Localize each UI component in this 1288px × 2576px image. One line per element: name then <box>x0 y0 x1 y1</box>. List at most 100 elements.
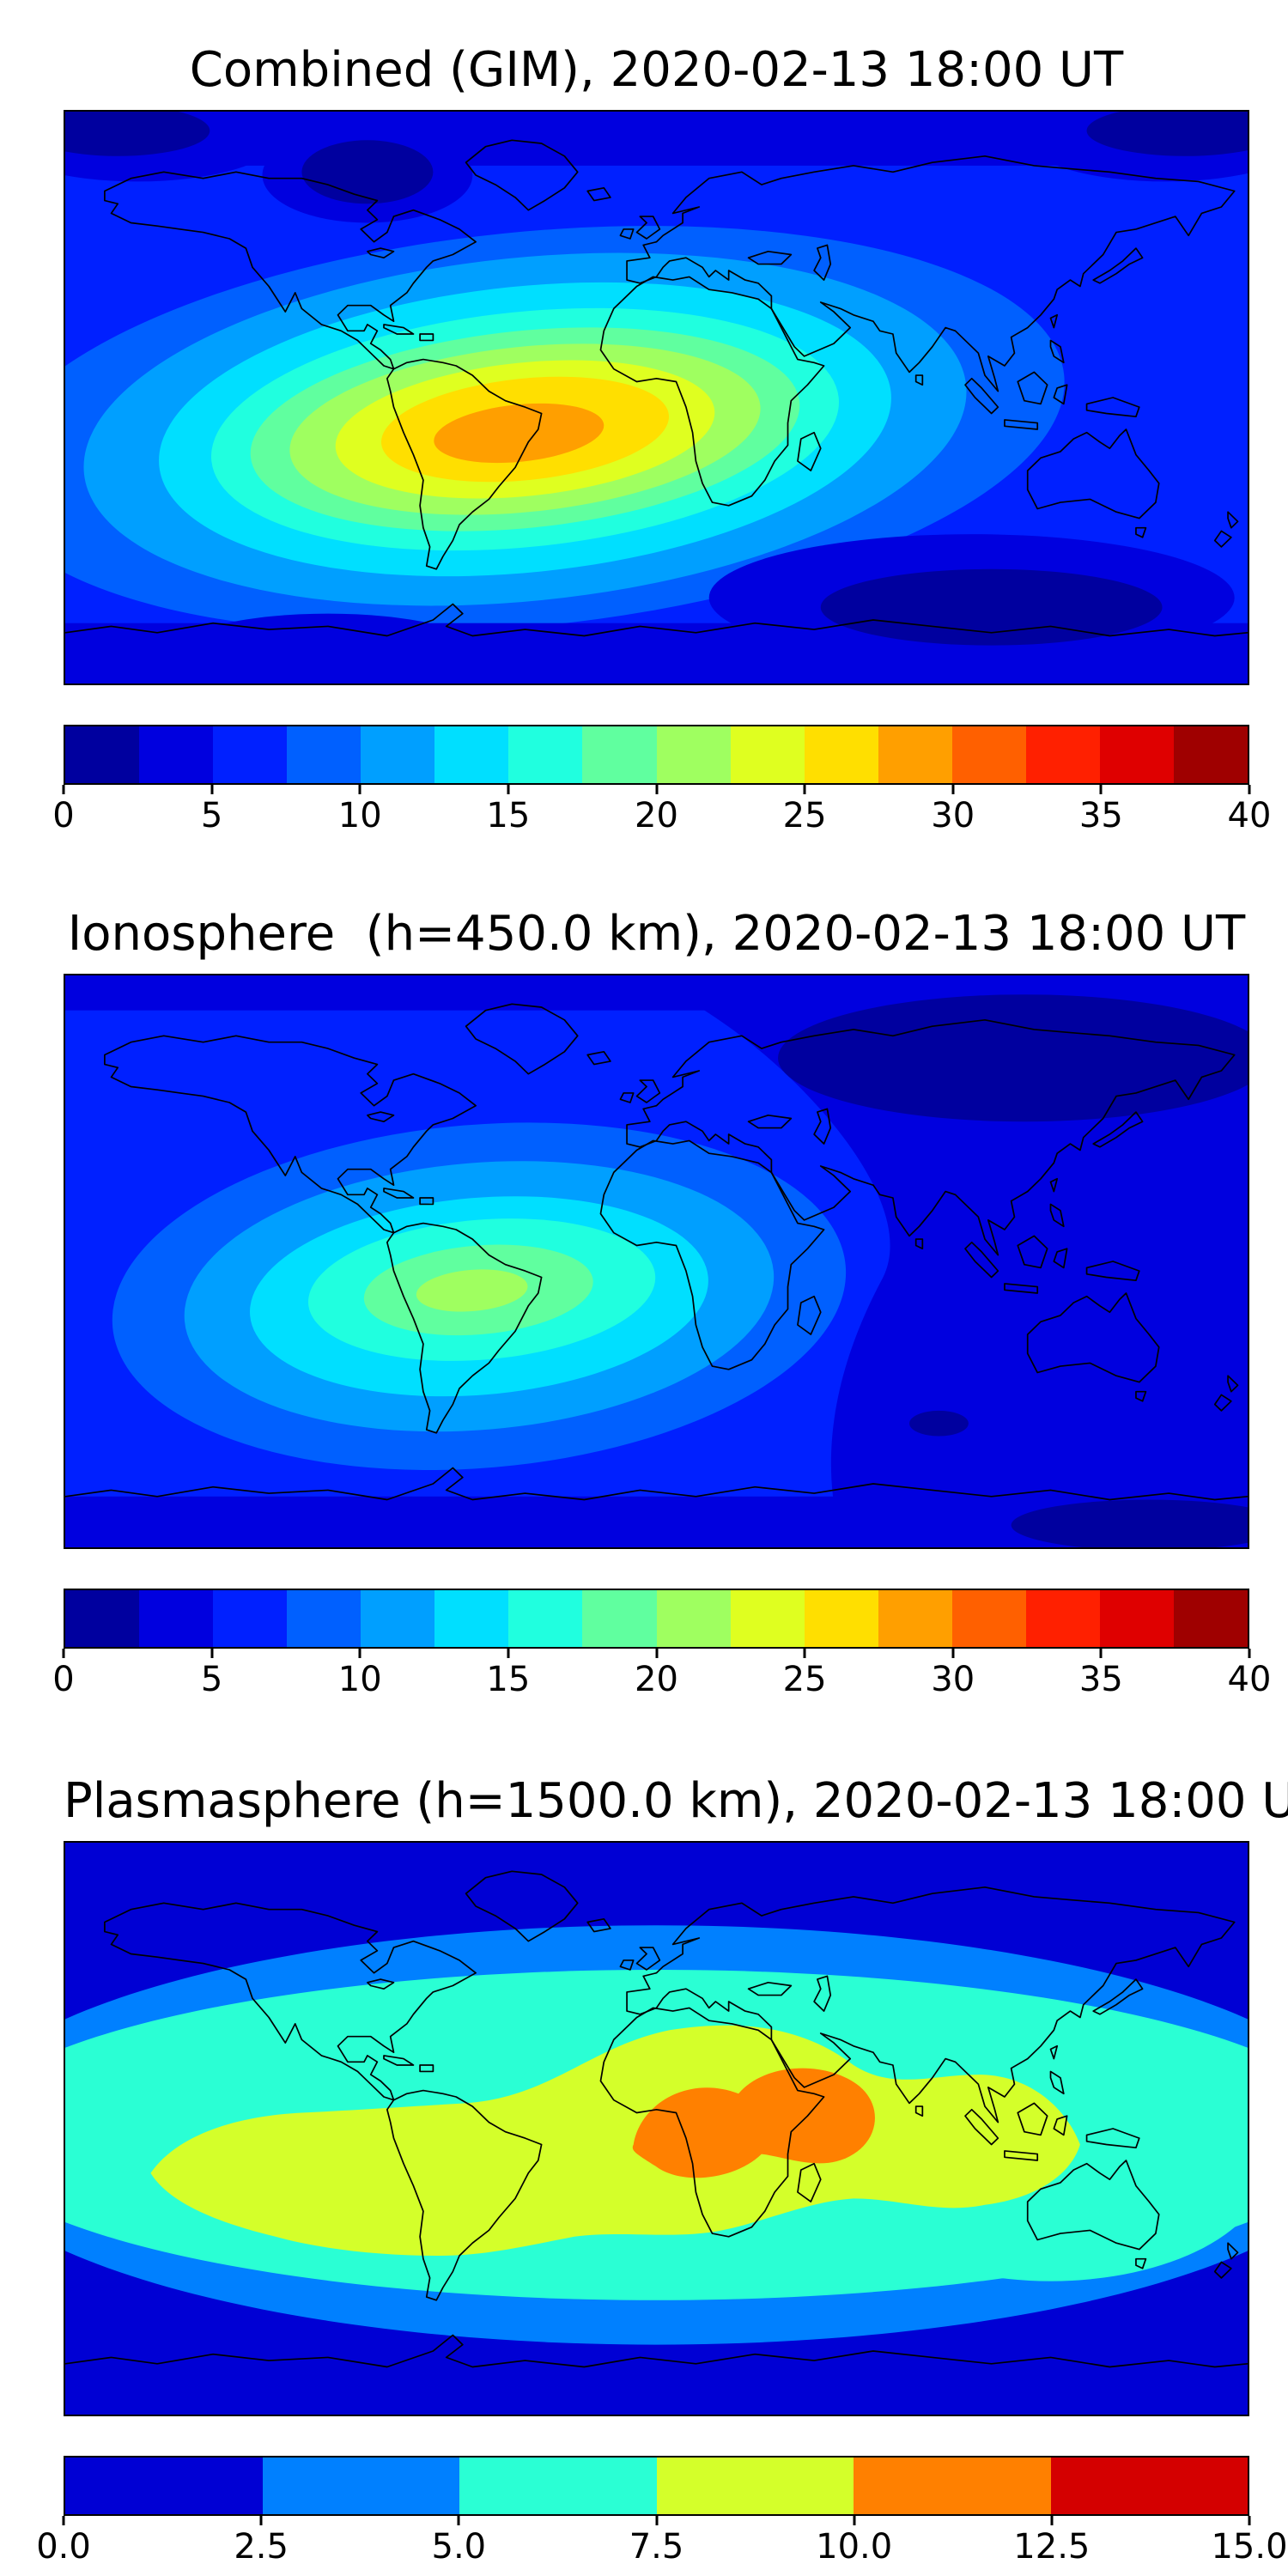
colorbar-tick-label: 5 <box>200 1660 223 1699</box>
contour-band <box>1086 112 1248 156</box>
colorbar-segment <box>854 2458 1051 2514</box>
colorbar-tick <box>1099 1649 1103 1658</box>
colorbar-tick-labels: 0 5 10 15 20 25 30 35 40 <box>52 1649 1271 1702</box>
colorbar-segment <box>951 1590 1026 1647</box>
colorbar-tick-labels: 0.0 2.5 5.0 7.5 10.0 12.5 15.0 <box>36 2516 1288 2569</box>
panel-title: Plasmasphere (h=1500.0 km), 2020-02-13 1… <box>64 1773 1288 1829</box>
colorbar-segment <box>213 726 288 783</box>
colorbar-segment <box>434 726 509 783</box>
colorbar-tick <box>62 2516 65 2525</box>
anomaly-rings <box>112 1122 847 1470</box>
colorbar-tick-label: 25 <box>782 796 827 835</box>
contour-band <box>416 1269 528 1312</box>
panel-combined-gim: Combined (GIM), 2020-02-13 18:00 UT <box>52 42 1271 838</box>
colorbar-tick <box>507 785 510 794</box>
colorbar-segment <box>1173 1590 1248 1647</box>
colorbar-segment <box>656 726 731 783</box>
colorbar-tick <box>62 785 65 794</box>
colorbar-tick-label: 0 <box>52 796 75 835</box>
colorbar-segment <box>804 1590 878 1647</box>
colorbar <box>64 725 1249 785</box>
colorbar-segment <box>1099 1590 1174 1647</box>
colorbar-tick <box>951 785 955 794</box>
colorbar-segment <box>65 2458 263 2514</box>
colorbar-segment <box>262 2458 459 2514</box>
colorbar-tick <box>259 2516 263 2525</box>
colorbar-tick-label: 0.0 <box>36 2527 91 2567</box>
colorbar-tick-label: 15 <box>486 796 531 835</box>
colorbar-segment <box>730 1590 805 1647</box>
colorbar-segment <box>139 1590 214 1647</box>
colorbar-tick <box>62 1649 65 1658</box>
colorbar-tick <box>1248 785 1251 794</box>
colorbar-tick-label: 35 <box>1078 1660 1123 1699</box>
colorbar-tick-label: 30 <box>931 1660 975 1699</box>
colorbar-segment <box>1173 726 1248 783</box>
colorbar-tick-label: 5.0 <box>431 2527 487 2567</box>
colorbar-tick-label: 20 <box>635 796 678 835</box>
contour-band <box>434 403 605 464</box>
panel-title: Ionosphere (h=450.0 km), 2020-02-13 18:0… <box>67 906 1246 962</box>
contour-band <box>1011 1499 1248 1547</box>
map-plot <box>65 975 1248 1547</box>
colorbar-segment <box>878 726 952 783</box>
colorbar-tick-label: 12.5 <box>1013 2527 1091 2567</box>
colorbar-segment <box>878 1590 952 1647</box>
colorbar-tick-label: 15.0 <box>1211 2527 1288 2567</box>
colorbar-segment <box>730 726 805 783</box>
colorbar-tick <box>1099 785 1103 794</box>
panel-ionosphere: Ionosphere (h=450.0 km), 2020-02-13 18:0… <box>52 906 1271 1702</box>
colorbar-segment <box>1099 726 1174 783</box>
colorbar-tick-label: 10.0 <box>816 2527 893 2567</box>
colorbar-tick-label: 5 <box>200 796 223 835</box>
colorbar-tick <box>655 1649 658 1658</box>
panel-plasmasphere: Plasmasphere (h=1500.0 km), 2020-02-13 1… <box>36 1773 1288 2569</box>
colorbar-segment <box>1025 1590 1100 1647</box>
map-plot <box>65 112 1248 683</box>
colorbar <box>64 1589 1249 1649</box>
colorbar-tick <box>1050 2516 1054 2525</box>
colorbar-tick-label: 7.5 <box>629 2527 684 2567</box>
colorbar-segment <box>287 726 361 783</box>
colorbar-tick <box>210 785 214 794</box>
contour-band <box>301 140 434 204</box>
colorbar-segment <box>361 1590 435 1647</box>
contour-band <box>909 1410 969 1437</box>
panel-title: Combined (GIM), 2020-02-13 18:00 UT <box>189 42 1124 98</box>
colorbar-tick <box>210 1649 214 1658</box>
colorbar-tick <box>655 785 658 794</box>
colorbar-segment <box>656 1590 731 1647</box>
colorbar-tick-label: 40 <box>1227 796 1272 835</box>
contour-band <box>632 2068 875 2178</box>
colorbar-tick-label: 25 <box>782 1660 827 1699</box>
colorbar-segment <box>804 726 878 783</box>
colorbar-segment <box>1025 726 1100 783</box>
map-plasmasphere <box>64 1841 1249 2416</box>
colorbar-tick-label: 40 <box>1227 1660 1272 1699</box>
colorbar-tick <box>507 1649 510 1658</box>
colorbar-tick <box>358 785 361 794</box>
contour-band <box>820 568 1163 646</box>
colorbar-segment <box>582 1590 657 1647</box>
colorbar-tick <box>803 1649 806 1658</box>
contour-band <box>65 112 210 156</box>
colorbar-tick <box>1248 1649 1251 1658</box>
map-ionosphere <box>64 974 1249 1549</box>
colorbar-segment <box>65 726 140 783</box>
colorbar-segment <box>434 1590 509 1647</box>
contour-band <box>778 994 1248 1122</box>
colorbar-tick <box>951 1649 955 1658</box>
colorbar-segment <box>656 2458 854 2514</box>
colorbar-segment <box>65 1590 140 1647</box>
map-plot <box>65 1843 1248 2415</box>
colorbar-tick <box>1248 2516 1251 2525</box>
colorbar <box>64 2456 1249 2516</box>
colorbar-tick-label: 30 <box>931 796 975 835</box>
colorbar-tick-label: 15 <box>486 1660 531 1699</box>
colorbar-tick-label: 10 <box>337 1660 382 1699</box>
colorbar-segment <box>287 1590 361 1647</box>
colorbar-segment <box>582 726 657 783</box>
colorbar-segment <box>361 726 435 783</box>
map-combined-gim <box>64 110 1249 685</box>
